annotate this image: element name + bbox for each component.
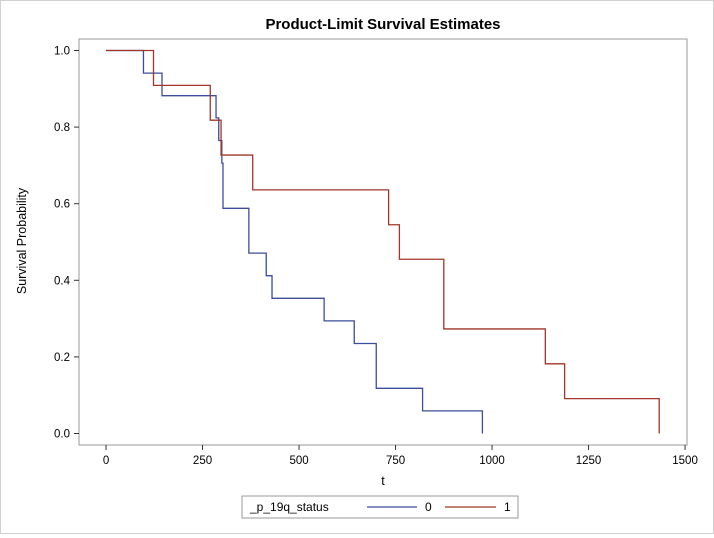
x-axis: 0 250 500 750 1000 1250 1500 — [103, 445, 698, 467]
y-axis-label: Survival Probability — [15, 187, 29, 294]
x-tick-label: 750 — [386, 455, 405, 467]
x-tick-label: 1000 — [479, 455, 505, 467]
y-tick-label: 0.8 — [54, 122, 70, 134]
plot-area — [78, 38, 688, 446]
y-axis: 0.0 0.2 0.4 0.6 0.8 1.0 — [54, 45, 79, 441]
legend-title: _p_19q_status — [249, 500, 329, 514]
x-axis-label: t — [381, 474, 385, 488]
x-tick-label: 250 — [193, 455, 212, 467]
y-tick-label: 1.0 — [54, 45, 70, 57]
y-tick-label: 0.0 — [54, 429, 70, 441]
legend-label-series-0: 0 — [425, 500, 432, 514]
y-tick-label: 0.2 — [54, 352, 70, 364]
survival-curve-series-0 — [106, 49, 484, 434]
legend: _p_19q_status 0 1 — [241, 495, 519, 519]
chart-title: Product-Limit Survival Estimates — [265, 16, 500, 33]
x-tick-label: 1250 — [576, 455, 602, 467]
series-layer — [106, 49, 660, 434]
survival-curve-series-1 — [106, 49, 660, 434]
x-tick-label: 0 — [103, 455, 109, 467]
y-tick-label: 0.4 — [54, 275, 71, 287]
legend-label-series-1: 1 — [504, 500, 511, 514]
x-tick-label: 500 — [289, 455, 308, 467]
y-tick-label: 0.6 — [54, 199, 70, 211]
x-tick-label: 1500 — [672, 455, 698, 467]
